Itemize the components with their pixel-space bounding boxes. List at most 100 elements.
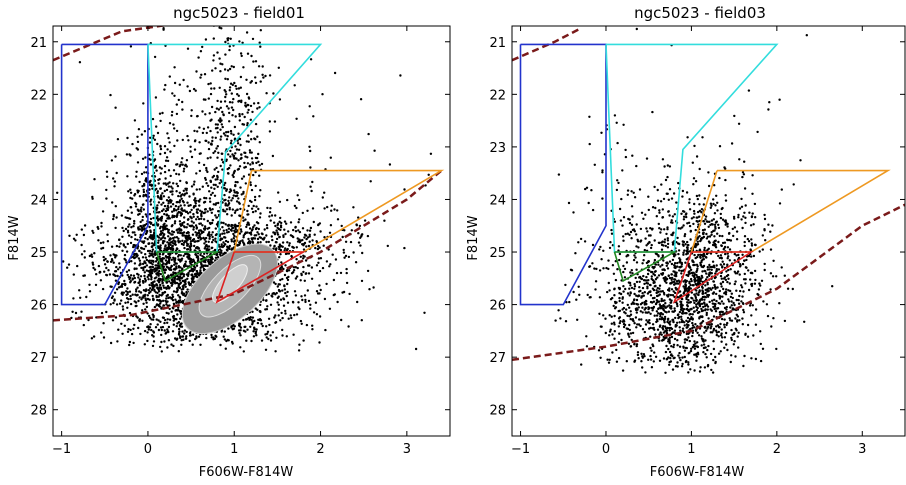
data-point: [159, 320, 162, 323]
data-point: [702, 305, 705, 309]
data-point: [159, 147, 163, 151]
data-point: [648, 319, 651, 322]
data-point: [610, 315, 613, 318]
data-point: [178, 220, 182, 223]
data-point: [168, 280, 171, 283]
data-point: [191, 233, 195, 236]
data-point: [237, 159, 240, 162]
data-point: [246, 103, 249, 107]
data-point: [246, 241, 250, 245]
data-point: [669, 293, 673, 297]
data-point: [224, 181, 227, 185]
data-point: [152, 216, 155, 220]
data-point: [224, 210, 227, 213]
data-point: [728, 317, 731, 320]
data-point: [179, 224, 183, 227]
data-point: [743, 354, 746, 358]
data-point: [641, 355, 644, 358]
data-point: [635, 326, 638, 329]
data-point: [230, 238, 233, 241]
data-point: [250, 54, 253, 58]
data-point: [137, 257, 141, 260]
data-point: [284, 247, 287, 250]
data-point: [597, 349, 601, 352]
data-point: [156, 195, 160, 198]
data-point: [625, 327, 628, 330]
data-point: [221, 110, 224, 114]
data-point: [219, 164, 222, 168]
data-point: [159, 345, 162, 349]
data-point: [195, 234, 198, 237]
data-point: [673, 262, 677, 265]
data-point: [236, 208, 239, 211]
data-point: [148, 291, 151, 295]
data-point: [214, 67, 217, 70]
y-axis-label: F814W: [466, 215, 481, 260]
data-point: [198, 169, 202, 173]
data-point: [83, 250, 86, 253]
data-point: [88, 283, 91, 286]
data-point: [286, 282, 289, 286]
data-point: [170, 114, 174, 117]
data-point: [146, 275, 149, 279]
data-point: [132, 245, 135, 249]
data-point: [173, 222, 177, 225]
data-point: [673, 337, 677, 341]
data-point: [101, 287, 105, 291]
data-point: [289, 234, 293, 237]
data-point: [180, 212, 183, 215]
data-point: [151, 242, 154, 245]
data-point: [163, 88, 166, 91]
data-point: [234, 191, 238, 194]
data-point: [617, 341, 620, 344]
data-point: [124, 301, 127, 304]
data-point: [227, 224, 230, 227]
data-point: [80, 243, 83, 247]
data-point: [195, 211, 199, 214]
data-point: [238, 332, 241, 335]
data-point: [235, 148, 239, 151]
data-point: [641, 292, 644, 295]
data-point: [182, 286, 185, 289]
data-point: [183, 292, 186, 295]
data-point: [118, 302, 122, 305]
data-point: [629, 271, 632, 274]
data-point: [363, 219, 367, 222]
data-point: [226, 213, 229, 216]
data-point: [105, 310, 108, 314]
data-point: [216, 156, 219, 159]
data-point: [119, 285, 122, 288]
data-point: [178, 295, 181, 299]
data-point: [172, 256, 175, 259]
data-point: [184, 278, 187, 282]
data-point: [643, 330, 646, 334]
data-point: [159, 187, 162, 190]
data-point: [211, 191, 214, 195]
data-point: [754, 357, 758, 361]
data-point: [176, 313, 179, 316]
data-point: [647, 358, 650, 361]
data-point: [149, 203, 153, 206]
data-point: [232, 155, 235, 158]
data-point: [162, 195, 166, 198]
data-point: [148, 255, 151, 258]
data-point: [305, 272, 308, 275]
data-point: [319, 257, 323, 260]
data-point: [164, 209, 168, 213]
data-point: [234, 180, 237, 184]
data-point: [271, 295, 274, 298]
data-point: [83, 224, 87, 227]
data-point: [695, 292, 698, 295]
data-point: [243, 151, 246, 154]
data-point: [224, 77, 227, 81]
data-point: [127, 190, 130, 193]
data-point: [254, 122, 258, 126]
data-point: [301, 211, 304, 215]
y-tick-label: 25: [30, 246, 47, 261]
data-point: [283, 273, 287, 277]
data-point: [165, 183, 168, 186]
data-point: [185, 248, 189, 251]
data-point: [121, 305, 125, 308]
data-point: [192, 258, 195, 261]
data-point: [273, 245, 276, 248]
